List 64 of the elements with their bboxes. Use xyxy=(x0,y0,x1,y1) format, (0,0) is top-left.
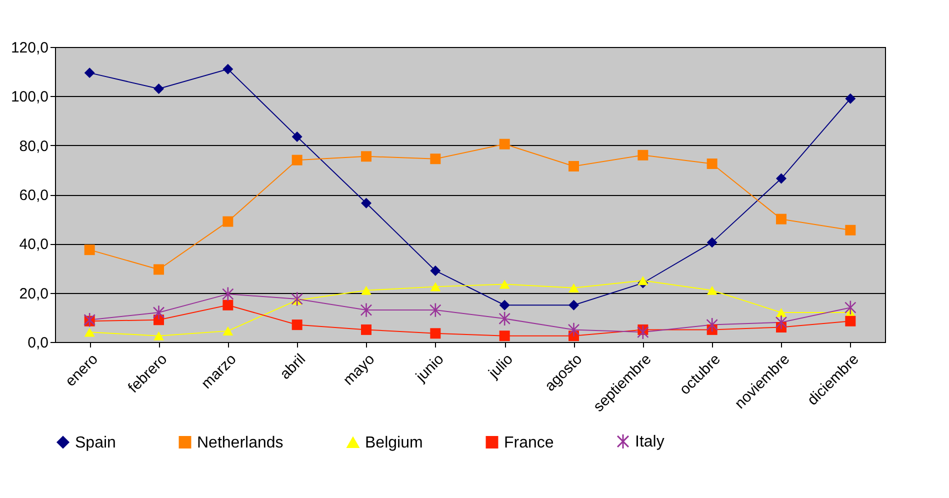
point xyxy=(222,326,234,336)
y-tick-label: 40,0 xyxy=(19,236,48,254)
point xyxy=(775,314,788,330)
point xyxy=(568,300,579,310)
point xyxy=(706,317,718,332)
point xyxy=(292,131,302,142)
point xyxy=(499,300,510,310)
point xyxy=(776,214,786,224)
point xyxy=(154,84,164,94)
point xyxy=(706,237,718,248)
legend-label: Spain xyxy=(75,434,116,452)
y-tick-label: 80,0 xyxy=(19,138,48,155)
point xyxy=(568,283,579,292)
point xyxy=(292,154,302,166)
point xyxy=(845,224,856,236)
legend-label: Belgium xyxy=(365,434,423,452)
y-tick-label: 0,0 xyxy=(28,334,48,352)
point xyxy=(637,324,649,340)
y-tick-label: 120,0 xyxy=(10,40,48,56)
point xyxy=(706,158,718,170)
point xyxy=(499,138,510,150)
legend-label: France xyxy=(504,434,554,452)
point xyxy=(84,312,96,328)
point xyxy=(292,320,302,330)
point xyxy=(638,276,648,286)
point xyxy=(499,330,510,342)
point xyxy=(361,198,372,208)
point xyxy=(360,302,372,318)
point xyxy=(361,151,372,162)
x-tick-label: julio xyxy=(484,350,516,382)
point xyxy=(430,302,442,318)
point xyxy=(568,322,580,338)
point xyxy=(361,324,372,335)
point xyxy=(222,286,234,302)
point xyxy=(152,305,165,320)
legend-label: Italy xyxy=(635,433,664,450)
point xyxy=(845,316,856,326)
point xyxy=(291,292,303,306)
point xyxy=(361,286,372,295)
point xyxy=(844,300,856,316)
legend-label: Netherlands xyxy=(197,434,284,452)
point xyxy=(430,282,441,292)
point xyxy=(430,328,441,339)
point xyxy=(568,160,579,172)
point xyxy=(430,265,441,276)
point xyxy=(222,64,234,74)
point xyxy=(222,300,234,310)
y-tick-label: 100,0 xyxy=(10,88,48,106)
y-tick-label: 60,0 xyxy=(19,187,48,204)
point xyxy=(430,154,441,164)
point xyxy=(499,280,510,289)
y-tick-label: 20,0 xyxy=(19,285,48,302)
point xyxy=(154,264,164,275)
point xyxy=(84,68,95,78)
point xyxy=(776,173,786,184)
point xyxy=(84,244,95,256)
point xyxy=(706,286,718,295)
point xyxy=(84,328,95,337)
point xyxy=(638,150,648,160)
point xyxy=(154,331,164,340)
point xyxy=(776,308,786,318)
point xyxy=(498,311,510,326)
point xyxy=(222,216,234,227)
point xyxy=(845,93,856,104)
